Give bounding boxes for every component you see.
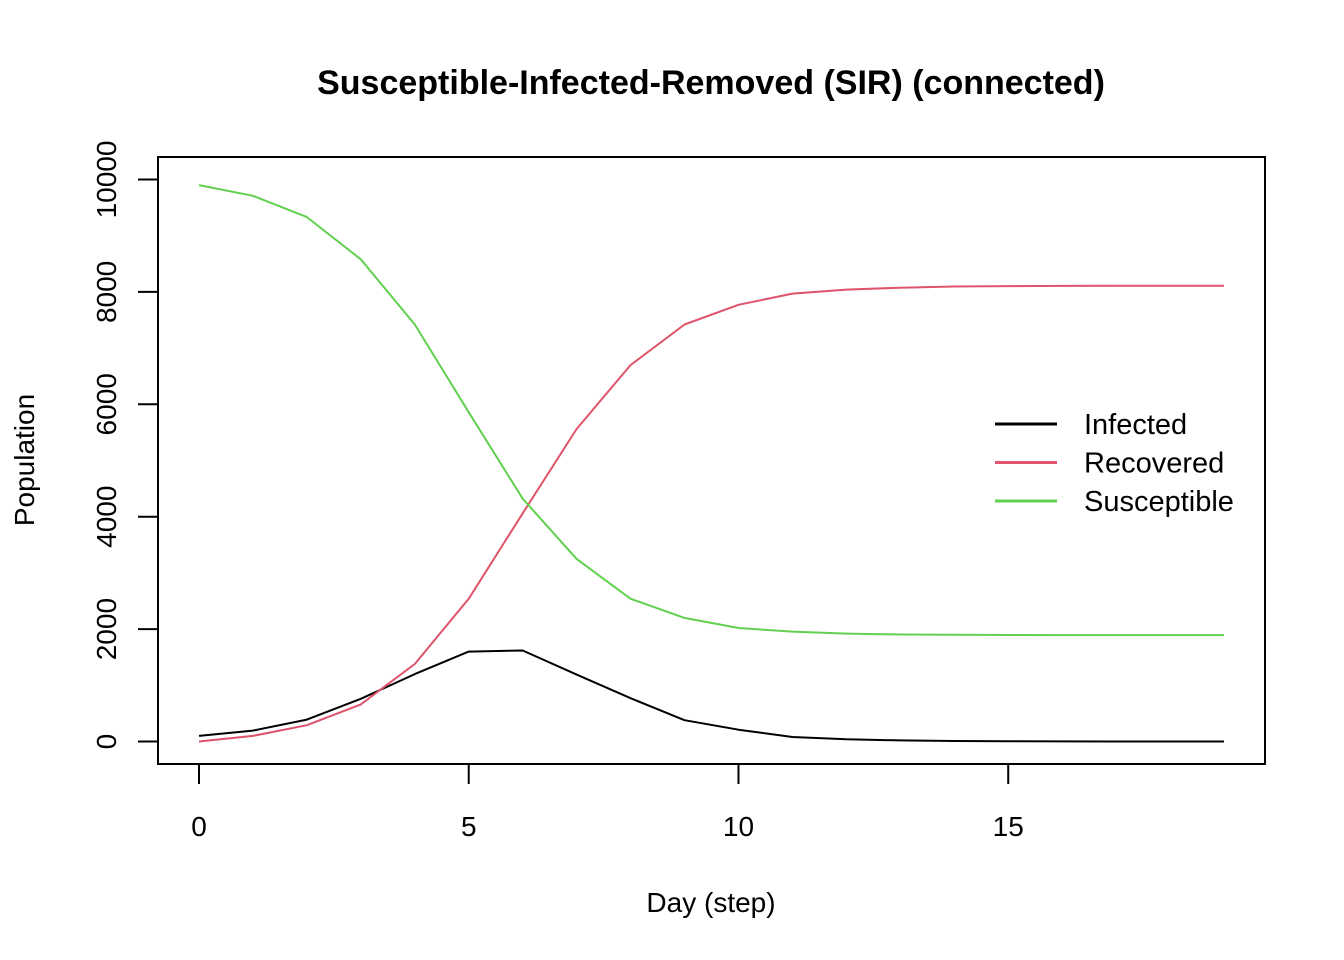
x-tick-label: 10 bbox=[723, 811, 754, 842]
x-tick-label: 0 bbox=[191, 811, 207, 842]
x-axis: 0 5 10 15 bbox=[191, 763, 1024, 842]
legend-label-susceptible: Susceptible bbox=[1084, 486, 1234, 518]
series-line-recovered bbox=[198, 284, 1224, 743]
y-tick-label: 0 bbox=[91, 734, 122, 750]
y-tick-label: 8000 bbox=[91, 261, 122, 323]
y-axis: 0 2000 4000 6000 8000 10000 bbox=[91, 141, 159, 750]
x-axis-label: Day (step) bbox=[646, 887, 775, 918]
y-axis-label: Population bbox=[9, 394, 40, 526]
x-tick-label: 5 bbox=[461, 811, 477, 842]
legend: Infected Recovered Susceptible bbox=[995, 409, 1234, 518]
y-tick-label: 10000 bbox=[91, 141, 122, 219]
y-tick-label: 6000 bbox=[91, 373, 122, 435]
y-tick-label: 2000 bbox=[91, 598, 122, 660]
x-tick-label: 15 bbox=[993, 811, 1024, 842]
series-layer bbox=[198, 184, 1224, 743]
legend-label-recovered: Recovered bbox=[1084, 448, 1224, 480]
chart-title: Susceptible-Infected-Removed (SIR) (conn… bbox=[317, 64, 1105, 102]
y-tick-label: 4000 bbox=[91, 486, 122, 548]
legend-label-infected: Infected bbox=[1084, 409, 1187, 441]
series-line-infected bbox=[198, 649, 1224, 743]
series-line-susceptible bbox=[198, 184, 1224, 637]
